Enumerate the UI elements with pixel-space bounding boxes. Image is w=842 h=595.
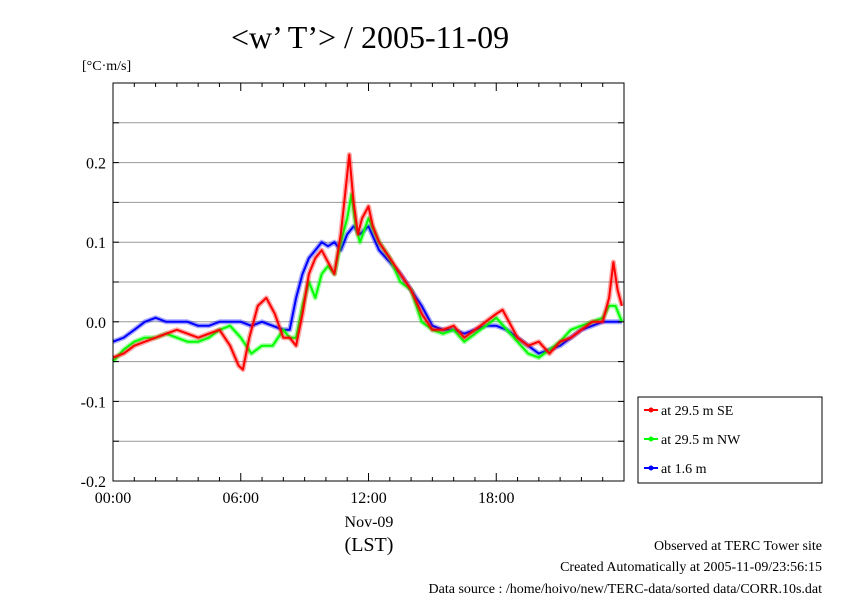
legend-label: at 29.5 m NW [661,433,741,448]
footer-created-note: Created Automatically at 2005-11-09/23:5… [560,560,822,575]
footer-data-source: Data source : /home/hoivo/new/TERC-data/… [429,582,823,595]
x-axis-unit-label: (LST) [345,534,394,556]
y-tick-label: 0.2 [86,156,106,173]
legend-label: at 1.6 m [661,462,707,477]
x-tick-label: 12:00 [350,490,386,507]
series-line [112,225,622,355]
y-tick-label: 0.1 [86,235,106,252]
footer-site-note: Observed at TERC Tower site [654,539,822,554]
y-tick-label: -0.2 [81,474,106,491]
legend-box [637,396,823,484]
x-tick-label: 18:00 [478,490,514,507]
legend-swatch-marker [648,407,654,413]
series-layer [111,152,625,373]
legend-swatch-marker [648,465,654,471]
x-tick-label: 06:00 [223,490,259,507]
x-tick-label: 00:00 [95,490,131,507]
series-line [112,193,623,363]
legend-label: at 29.5 m SE [661,404,733,419]
series-line [112,153,623,371]
x-axis-date-label: Nov-09 [345,514,394,531]
y-axis-ticks: -0.2 -0.1 0.0 0.1 0.2 [81,82,624,491]
chart-title: <w’ T’> / 2005-11-09 [231,19,509,55]
legend-swatch-marker [648,436,654,442]
grid-lines [113,122,624,442]
series-halo [112,152,625,373]
y-tick-label: 0.0 [86,315,106,332]
legend: at 29.5 m SE at 29.5 m NW at 1.6 m [637,396,823,484]
y-tick-label: -0.1 [81,394,106,411]
x-axis-ticks: 00:00 06:00 12:00 18:00 [95,83,625,507]
y-axis-unit-label: [°C·m/s] [82,59,131,74]
